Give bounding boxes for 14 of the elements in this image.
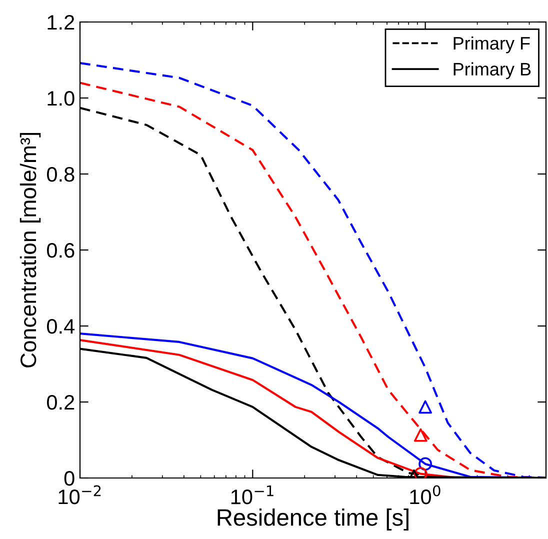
x-tick-label: 10$^{−1}$ [231, 485, 274, 504]
legend-label: Primary F [454, 36, 530, 54]
y-tick-label: 1.2 [48, 15, 74, 30]
x-tick-label: 10$^{0}$ [410, 485, 440, 504]
y-tick-label: 0.6 [46, 243, 74, 258]
y-tick-label: 0 [64, 471, 74, 486]
x-axis-title: Residence time [s] [218, 508, 408, 531]
y-axis-title: Concentration [mole/m³] [20, 133, 41, 368]
y-tick-label: 0.4 [46, 319, 75, 334]
y-tick-label: 0.2 [46, 395, 74, 410]
legend-label: Primary B [454, 62, 531, 80]
x-tick-label: 10$^{−2}$ [58, 485, 101, 504]
y-tick-label: 0.8 [46, 167, 74, 182]
y-tick-label: 1.0 [48, 91, 74, 106]
